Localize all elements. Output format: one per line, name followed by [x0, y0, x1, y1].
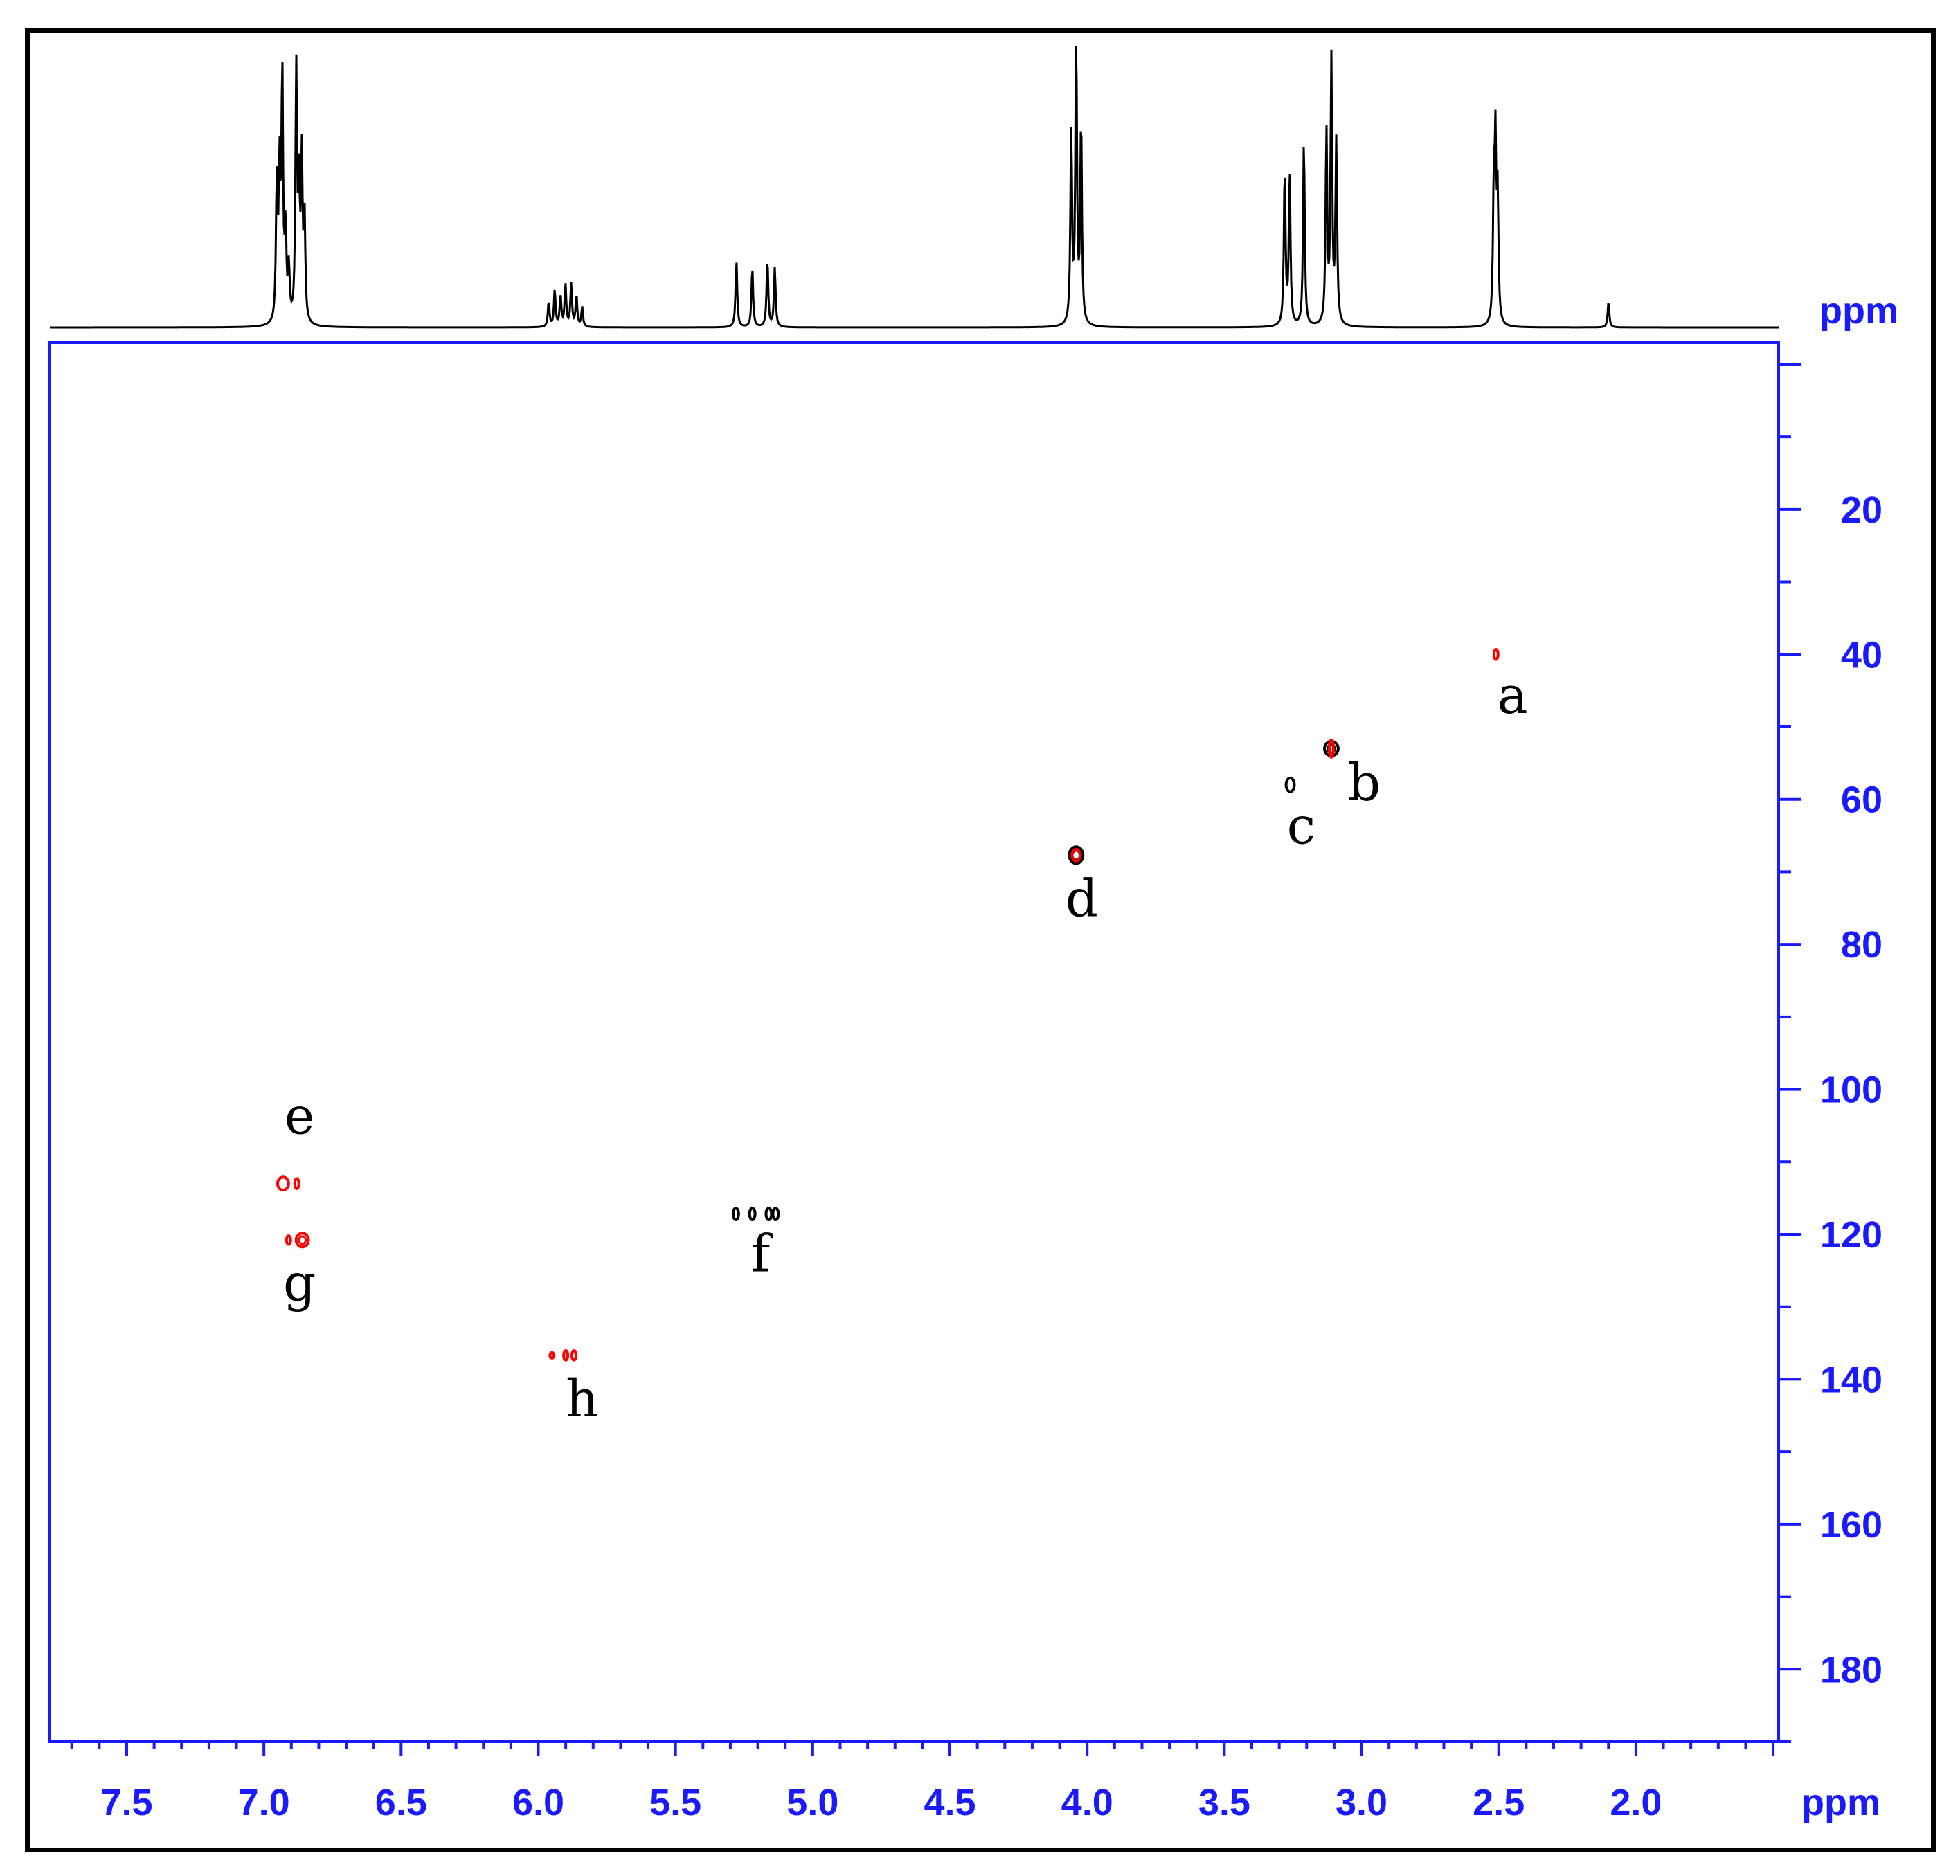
f2-tick-label: 3.0	[1336, 1782, 1387, 1823]
cross-peak-c	[1284, 776, 1296, 793]
f1-tick-label: 60	[1841, 779, 1882, 821]
f1-tick-label: 100	[1820, 1070, 1882, 1111]
carbon-axis: 20 40 60 80 100 120 140 160 180 ppm	[1779, 290, 1898, 1743]
cross-peaks	[276, 647, 1500, 1362]
proton-projection	[50, 45, 1779, 329]
f1-tick-label: 180	[1820, 1649, 1882, 1690]
f1-tick-label: 120	[1820, 1214, 1882, 1256]
f1-tick-label: 20	[1841, 489, 1882, 531]
cross-peak-f	[748, 1207, 757, 1222]
peak-labels: a bc d e f g h	[283, 666, 1528, 1429]
f2-tick-label: 5.0	[786, 1782, 838, 1823]
peak-label-b: b	[1348, 753, 1381, 813]
figure-frame	[25, 28, 1936, 1852]
f2-tick-label: 5.5	[649, 1782, 701, 1823]
f2-tick-label: 4.5	[924, 1782, 975, 1823]
f1-tick-label: 140	[1820, 1359, 1882, 1400]
f2-tick-label: 2.0	[1610, 1782, 1662, 1823]
f2-tick-label: 7.5	[100, 1782, 152, 1823]
cross-peak-f	[771, 1207, 780, 1222]
f2-tick-label: 6.0	[512, 1782, 564, 1823]
f2-unit-label: ppm	[1801, 1782, 1880, 1823]
cross-peak-b	[1327, 738, 1335, 759]
peak-label-c: c	[1287, 797, 1315, 856]
f2-tick-label: 7.0	[238, 1782, 290, 1823]
f2-tick-label: 2.5	[1473, 1782, 1525, 1823]
f2-tick-label: 4.0	[1061, 1782, 1113, 1823]
peak-label-h: h	[566, 1369, 599, 1429]
projection-trace	[50, 45, 1779, 329]
f1-tick-label: 80	[1841, 924, 1882, 966]
cross-peak-h	[548, 1351, 556, 1360]
proton-axis: 7.5 7.0 6.5 6.0 5.5 5.0 4.5 4.0 3.5 3.0 2.5 2.0 ppm	[70, 1742, 1880, 1823]
f1-tick-label: 160	[1820, 1504, 1882, 1546]
peak-label-e: e	[285, 1086, 315, 1146]
cross-peak-a	[1492, 647, 1500, 661]
cross-peak-h	[570, 1349, 578, 1362]
cross-peak-g-inner	[298, 1235, 307, 1245]
cross-peak-h	[562, 1349, 570, 1362]
cross-peak-e	[276, 1175, 290, 1192]
cross-peak-g	[285, 1234, 292, 1246]
plot-area-border	[48, 341, 1780, 1743]
cross-peak-d	[1068, 845, 1085, 865]
cross-peak-b-inner	[1327, 743, 1336, 754]
peak-label-d: d	[1066, 869, 1098, 928]
f1-unit-label: ppm	[1819, 290, 1898, 332]
f1-tick-label: 40	[1841, 634, 1882, 676]
cross-peak-g	[294, 1232, 310, 1249]
peak-label-g: g	[283, 1253, 316, 1313]
cross-peak-e	[293, 1177, 300, 1191]
cross-peak-f	[764, 1207, 773, 1222]
peak-label-f: f	[751, 1224, 773, 1283]
peak-label-a: a	[1497, 666, 1527, 725]
cross-peak-d	[1070, 847, 1082, 863]
cross-peak-f	[731, 1207, 740, 1222]
f2-tick-label: 3.5	[1198, 1782, 1250, 1823]
f2-tick-label: 6.5	[375, 1782, 427, 1823]
